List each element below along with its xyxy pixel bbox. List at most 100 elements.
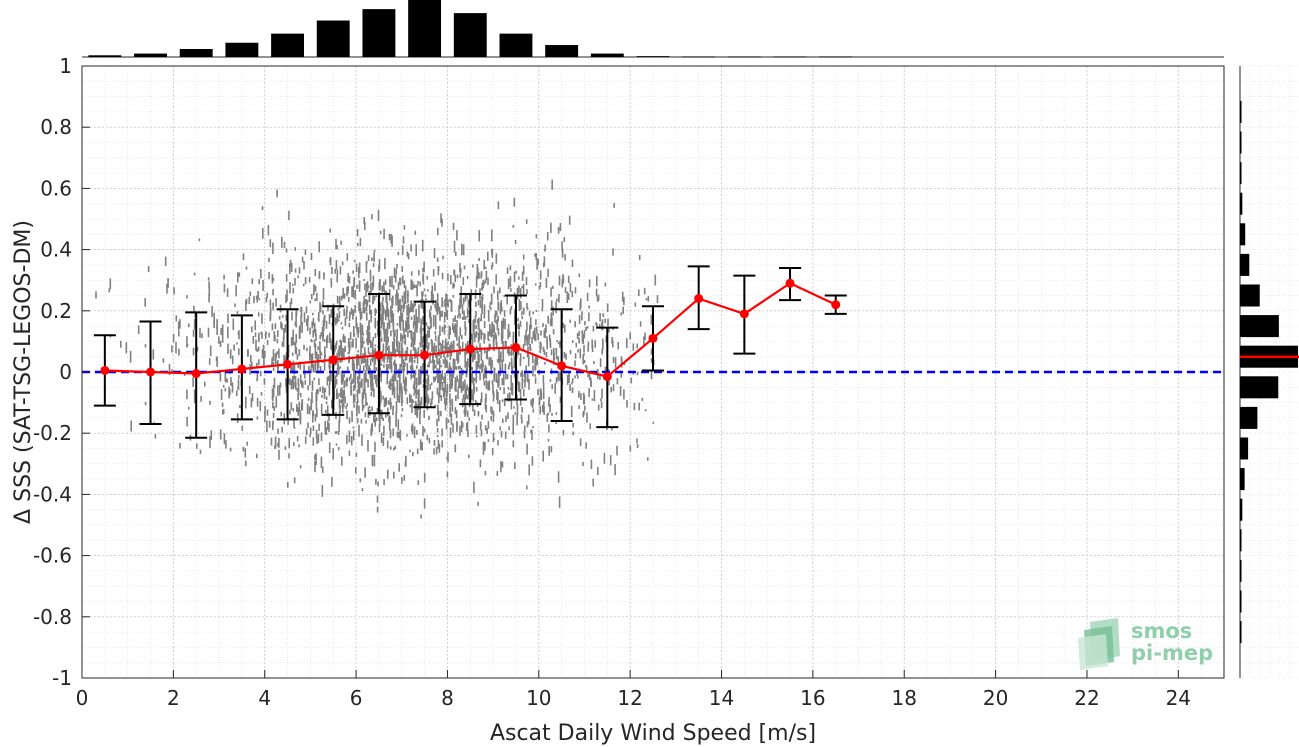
scatter-point bbox=[423, 498, 426, 509]
scatter-point bbox=[272, 302, 274, 311]
scatter-point bbox=[342, 374, 345, 382]
scatter-point bbox=[341, 380, 343, 384]
scatter-point bbox=[266, 292, 268, 299]
scatter-point bbox=[373, 295, 376, 301]
scatter-point bbox=[373, 375, 376, 380]
scatter-point bbox=[588, 312, 590, 322]
scatter-point bbox=[223, 433, 226, 445]
scatter-point bbox=[334, 375, 337, 386]
scatter-point bbox=[481, 287, 483, 290]
scatter-point bbox=[461, 341, 464, 352]
scatter-point bbox=[644, 332, 646, 340]
scatter-point bbox=[636, 343, 638, 349]
scatter-point bbox=[432, 293, 434, 305]
scatter-point bbox=[369, 359, 372, 366]
scatter-point bbox=[423, 409, 425, 418]
scatter-point bbox=[323, 387, 326, 400]
scatter-point bbox=[364, 221, 366, 231]
top-histogram-bar bbox=[134, 53, 167, 57]
scatter-point bbox=[299, 361, 302, 370]
scatter-point bbox=[393, 338, 395, 351]
scatter-point bbox=[542, 375, 545, 384]
scatter-point bbox=[654, 274, 657, 286]
scatter-point bbox=[523, 388, 525, 397]
scatter-point bbox=[557, 227, 560, 234]
scatter-point bbox=[442, 387, 445, 392]
scatter-point bbox=[256, 362, 258, 368]
scatter-point bbox=[433, 248, 436, 259]
top-histogram-bar bbox=[727, 56, 761, 58]
scatter-point bbox=[331, 399, 333, 409]
scatter-point bbox=[464, 348, 466, 356]
scatter-point bbox=[366, 378, 368, 382]
scatter-point bbox=[256, 416, 259, 420]
x-tick-label: 12 bbox=[617, 686, 642, 710]
scatter-point bbox=[342, 402, 344, 413]
scatter-point bbox=[466, 364, 469, 374]
scatter-point bbox=[296, 388, 299, 392]
scatter-point bbox=[365, 373, 367, 383]
scatter-point bbox=[483, 304, 486, 315]
scatter-point bbox=[372, 301, 374, 304]
scatter-point bbox=[481, 332, 484, 335]
scatter-point bbox=[302, 283, 305, 287]
scatter-point bbox=[555, 377, 558, 384]
scatter-point bbox=[278, 385, 281, 396]
scatter-point bbox=[449, 380, 452, 388]
scatter-point bbox=[313, 328, 315, 334]
scatter-point bbox=[460, 367, 463, 380]
scatter-point bbox=[317, 362, 320, 368]
scatter-point bbox=[485, 350, 488, 359]
scatter-point bbox=[449, 406, 451, 417]
scatter-point bbox=[585, 364, 587, 368]
scatter-point bbox=[343, 308, 345, 317]
scatter-point bbox=[390, 317, 393, 323]
scatter-point bbox=[441, 341, 444, 353]
scatter-point bbox=[479, 421, 482, 430]
scatter-point bbox=[269, 239, 272, 248]
scatter-point bbox=[579, 348, 582, 359]
scatter-point bbox=[265, 332, 267, 339]
scatter-point bbox=[407, 292, 409, 304]
scatter-point bbox=[318, 312, 320, 322]
scatter-point bbox=[484, 368, 486, 379]
scatter-point bbox=[421, 337, 423, 348]
x-tick-label: 8 bbox=[441, 686, 454, 710]
scatter-point bbox=[421, 293, 423, 300]
scatter-point bbox=[393, 386, 396, 399]
scatter-point bbox=[459, 327, 462, 337]
scatter-point bbox=[294, 342, 297, 354]
scatter-point bbox=[551, 179, 553, 190]
scatter-point bbox=[361, 488, 364, 492]
scatter-point bbox=[292, 329, 294, 341]
scatter-point bbox=[297, 383, 300, 395]
scatter-point bbox=[186, 295, 188, 299]
scatter-point bbox=[409, 404, 412, 408]
scatter-point bbox=[378, 409, 380, 421]
scatter-point bbox=[539, 341, 542, 354]
scatter-point bbox=[506, 374, 509, 380]
scatter-point bbox=[513, 355, 516, 363]
scatter-point bbox=[604, 318, 606, 323]
scatter-point bbox=[386, 440, 389, 449]
scatter-point bbox=[230, 377, 232, 386]
scatter-point bbox=[407, 303, 410, 315]
scatter-point bbox=[308, 277, 311, 283]
scatter-point bbox=[258, 298, 261, 301]
right-histogram-bar bbox=[1240, 376, 1279, 399]
scatter-point bbox=[281, 236, 283, 248]
scatter-point bbox=[404, 295, 407, 304]
scatter-point bbox=[373, 350, 375, 359]
scatter-point bbox=[522, 284, 525, 295]
scatter-point bbox=[271, 323, 274, 331]
scatter-point bbox=[108, 288, 111, 293]
binned-mean-point bbox=[374, 350, 384, 360]
scatter-point bbox=[409, 365, 412, 370]
scatter-point bbox=[459, 425, 461, 436]
scatter-point bbox=[414, 369, 417, 376]
scatter-point bbox=[454, 444, 457, 453]
scatter-point bbox=[199, 449, 202, 454]
scatter-point bbox=[430, 305, 432, 311]
scatter-point bbox=[548, 397, 550, 403]
